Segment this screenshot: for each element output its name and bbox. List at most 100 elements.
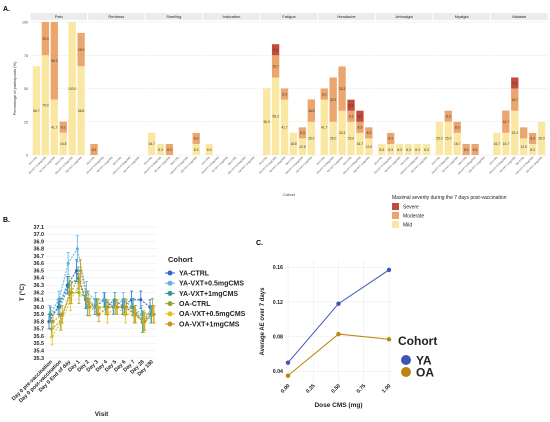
y-tick-label: 35.3 xyxy=(34,356,45,362)
bar-value-label: 8.3 xyxy=(322,92,327,96)
y-axis-title: Average AE over 7 days xyxy=(260,287,266,356)
bar-segment-mild xyxy=(307,121,315,155)
data-point xyxy=(58,305,62,309)
bar-segment-mild xyxy=(289,132,298,155)
data-point xyxy=(78,283,82,287)
x-tick-label: YA-CTRL xyxy=(143,155,154,166)
bar-value-label: 16.7 xyxy=(503,120,510,124)
legend-label: OA-VXT+1mgCMS xyxy=(179,321,240,328)
bar-segment-mild xyxy=(511,110,519,155)
y-tick-label: 35.4 xyxy=(34,349,45,355)
series xyxy=(285,267,392,365)
panel-c-dose-response: 0.04 0.08 0.12 0.16 0.00 0.25 0.50 0.75 1.00 Aver… xyxy=(260,260,437,409)
bar-value-label: 8.3 xyxy=(379,148,384,152)
legend-label: YA xyxy=(416,354,432,368)
facet: Fatigue50.0YA-CTRL58.316.78.3YA-VXT+0.5m… xyxy=(258,13,318,175)
data-point xyxy=(285,373,291,378)
bar-segment-mild xyxy=(422,143,431,155)
bar-value-label: 8.3 xyxy=(455,126,460,130)
bar-value-label: 8.3 xyxy=(282,92,287,96)
legend-marker xyxy=(167,290,173,296)
legend-label: YA-CTRL xyxy=(179,270,210,277)
y-tick-label: 36.4 xyxy=(34,276,45,282)
y-tick-label: 36.8 xyxy=(34,247,45,253)
bar-value-label: 8.3 xyxy=(446,115,451,119)
bar-segment-mild xyxy=(59,132,67,155)
x-tick-label: 0.25 xyxy=(305,383,317,395)
facet: Redness8.3YA-CTRLYA-VXT+0.5mgCMSYA-VXT+1… xyxy=(85,13,145,175)
data-point xyxy=(139,298,143,302)
bar-value-label: 16.7 xyxy=(512,98,519,102)
facet: Myalgia25.0YA-CTRL25.08.3YA-VXT+0.5mgCMS… xyxy=(430,13,490,175)
data-point xyxy=(69,290,73,295)
panel-c-label: C. xyxy=(256,240,263,247)
x-tick-label: OA-CTRL xyxy=(515,155,526,166)
legend-marker xyxy=(401,367,411,377)
bar-value-label: 12.5 xyxy=(520,145,527,149)
bar-value-label: 8.3 xyxy=(207,148,212,152)
panel-a-label: A. xyxy=(3,6,10,13)
bar-segment-moderate xyxy=(280,88,289,100)
bar-segment-moderate xyxy=(338,66,346,111)
bar-value-label: 8.3 xyxy=(397,148,402,152)
bar-segment-moderate xyxy=(192,132,200,144)
bar-value-label: 25.0 xyxy=(308,137,315,141)
x-tick-label: OA-CTRL xyxy=(112,155,123,166)
panel-b-temperature-lines: 35.335.4 35.535.635.7 35.835.936.036.1 36.2… xyxy=(11,225,246,418)
y-tick-label: 35.9 xyxy=(34,312,45,318)
y-tick-label: 36.0 xyxy=(34,305,45,311)
bar-value-label: 8.3 xyxy=(358,126,363,130)
bar-segment-mild xyxy=(404,143,413,155)
bar-segment-mild xyxy=(147,132,156,155)
bar-segment-mild xyxy=(32,66,41,155)
bar-segment-severe xyxy=(356,110,364,122)
bar-segment-moderate xyxy=(307,99,315,122)
bar-segment-mild xyxy=(347,121,355,155)
bar-value-label: 8.3 xyxy=(473,148,478,152)
bar-value-label: 8.3 xyxy=(61,125,66,129)
series xyxy=(285,331,392,378)
bar-segment-mild xyxy=(378,143,386,155)
legend-label: OA-VXT+0.5mgCMS xyxy=(179,311,246,318)
panel-b-label: B. xyxy=(3,217,10,224)
bar-value-label: 8.3 xyxy=(388,137,393,141)
bar-value-label: 12.5 xyxy=(366,145,373,149)
data-point xyxy=(115,305,119,309)
x-tick-label: OA-CTRL xyxy=(457,155,468,166)
bar-segment-mild xyxy=(298,138,307,155)
bar-value-label: 16.7 xyxy=(454,142,461,146)
bar-segment-mild xyxy=(192,143,200,155)
y-tick-label: 35.7 xyxy=(34,327,45,333)
series xyxy=(51,259,156,331)
data-point xyxy=(66,261,70,265)
legend-label: YA-VXT+1mgCMS xyxy=(179,291,238,298)
data-point xyxy=(386,337,392,342)
legend-label: Mild xyxy=(403,223,412,229)
bar-segment-moderate xyxy=(90,143,98,155)
bar-value-label: 8.3 xyxy=(530,137,535,141)
severity-legend: Maximal severity during the 7 days post-… xyxy=(392,195,507,229)
bar-value-label: 33.3 xyxy=(512,131,519,135)
facet: Arthralgia8.3YA-CTRL8.38.3YA-VXT+0.5mgCM… xyxy=(373,13,433,175)
bar-value-label: 16.7 xyxy=(272,65,279,69)
bar-segment-moderate xyxy=(320,88,328,100)
bar-segment-moderate xyxy=(502,110,510,133)
data-point xyxy=(134,312,138,316)
bar-segment-mild xyxy=(271,77,280,155)
bar-value-label: 8.3 xyxy=(530,148,535,152)
facet-title: Headache xyxy=(337,14,356,19)
bar-segment-mild xyxy=(50,99,58,155)
bar-value-label: 16.8 xyxy=(60,142,67,146)
bar-segment-severe xyxy=(271,44,280,56)
bar-value-label: 58.3 xyxy=(51,59,58,63)
data-point xyxy=(88,305,92,309)
data-point xyxy=(143,320,147,324)
facet-title: Pain xyxy=(55,14,63,19)
bar-segment-moderate xyxy=(365,127,373,139)
bar-segment-mild xyxy=(537,121,546,155)
legend-swatch xyxy=(392,203,399,210)
bar-value-label: 8.3 xyxy=(358,115,363,119)
bar-segment-moderate xyxy=(50,22,58,100)
bar-segment-moderate xyxy=(387,132,395,144)
data-point xyxy=(49,312,53,316)
